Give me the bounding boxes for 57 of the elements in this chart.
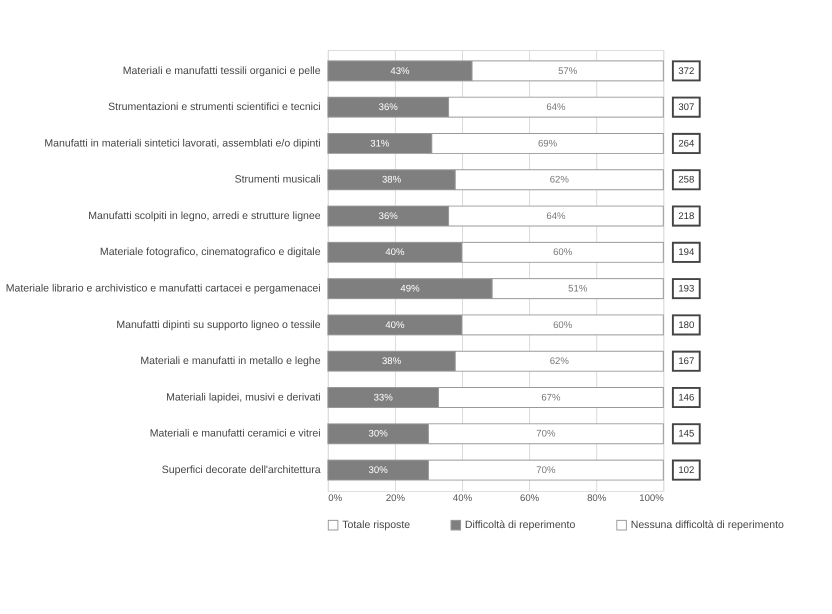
- data-label: 49%: [400, 283, 420, 294]
- data-label: 40%: [385, 247, 405, 258]
- x-tick-label: 80%: [587, 493, 607, 504]
- x-tick-label: 0%: [328, 493, 343, 504]
- data-label: 38%: [382, 356, 402, 368]
- data-label: 69%: [538, 138, 558, 150]
- data-label: 30%: [368, 428, 388, 440]
- y-tick-label: Materiali e manufatti ceramici e vitrei: [150, 428, 321, 440]
- data-label: 62%: [550, 356, 570, 368]
- legend-label: Difficoltà di reperimento: [464, 519, 576, 532]
- data-label: 36%: [378, 102, 398, 114]
- data-label: 64%: [546, 102, 566, 114]
- legend-label: Totale risposte: [342, 519, 410, 532]
- y-tick-label: Materiale librario e archivistico e manufatti cartacei e pergamenacei: [6, 282, 321, 294]
- text: 307: [678, 102, 694, 114]
- data-label: 43%: [390, 66, 410, 77]
- x-tick-label: 20%: [386, 493, 406, 504]
- y-tick-label: Materiali e manufatti tessili organici e pelle: [122, 64, 321, 77]
- y-tick-label: Materiali lapidei, musivi e derivati: [166, 391, 321, 404]
- x-tick-label: 100%: [639, 493, 664, 504]
- data-label: 36%: [378, 210, 398, 222]
- text: 218: [678, 210, 694, 222]
- text: 258: [678, 174, 694, 186]
- text: 146: [678, 392, 694, 404]
- data-label: 51%: [568, 283, 588, 294]
- y-tick-label: Materiali e manufatti in metallo e leghe: [140, 355, 321, 368]
- data-label: 60%: [553, 320, 573, 331]
- text: 145: [678, 428, 694, 440]
- text: 194: [678, 247, 694, 258]
- data-label: 70%: [536, 464, 556, 476]
- text: 102: [678, 464, 694, 476]
- text: 264: [678, 138, 694, 150]
- data-label: 64%: [546, 210, 566, 222]
- y-tick-label: Superfici decorate dell'architettura: [162, 464, 321, 476]
- x-tick-label: 40%: [452, 493, 473, 504]
- data-label: 31%: [370, 138, 390, 150]
- data-label: 67%: [541, 392, 561, 404]
- data-label: 30%: [368, 464, 388, 476]
- y-tick-label: Manufatti dipinti su supporto ligneo o tessile: [116, 318, 321, 331]
- text: 193: [678, 283, 694, 294]
- data-label: 33%: [374, 392, 394, 404]
- data-label: 62%: [550, 174, 570, 186]
- text: 180: [678, 320, 694, 331]
- data-label: 70%: [536, 428, 556, 440]
- y-tick-label: Manufatti in materiali sintetici lavorati, assemblati e/o dipinti: [44, 137, 321, 150]
- text: 372: [678, 66, 694, 77]
- y-tick-label: Manufatti scolpiti in legno, arredi e strutture lignee: [88, 210, 321, 222]
- data-label: 60%: [553, 247, 573, 258]
- data-label: 57%: [558, 66, 578, 77]
- y-tick-label: Strumenti musicali: [234, 174, 321, 186]
- legend-label: Nessuna difficoltà di reperimento: [630, 519, 784, 532]
- x-tick-label: 60%: [520, 493, 540, 504]
- text: 167: [678, 356, 694, 368]
- data-label: 38%: [382, 174, 402, 186]
- y-tick-label: Strumentazioni e strumenti scientifici e tecnici: [108, 101, 321, 114]
- y-tick-label: Materiale fotografico, cinematografico e digitale: [100, 246, 321, 258]
- data-label: 40%: [385, 320, 405, 331]
